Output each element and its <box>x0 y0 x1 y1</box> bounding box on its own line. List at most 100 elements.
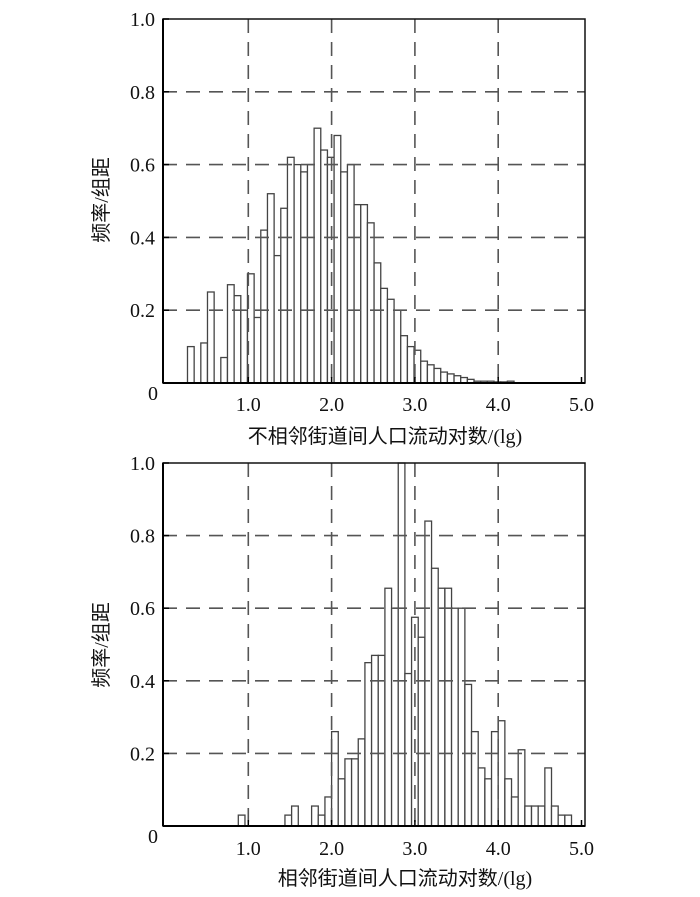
histogram-bar <box>206 291 215 384</box>
histogram-bar <box>300 171 309 384</box>
histogram-bar <box>426 364 435 384</box>
histogram-bar <box>226 284 235 384</box>
histogram-bar <box>437 587 446 827</box>
histogram-bar <box>386 298 395 384</box>
histogram-bar <box>464 683 473 827</box>
histogram-bar <box>393 309 402 384</box>
histogram-bar <box>384 587 393 827</box>
histogram-bar <box>433 367 442 384</box>
histogram-bar <box>400 335 409 384</box>
histogram-bar <box>293 163 302 384</box>
histogram-bar <box>290 805 299 827</box>
histogram-bar <box>544 767 553 827</box>
histogram-bar <box>420 360 429 384</box>
histogram-bar <box>320 149 329 384</box>
histogram-bar <box>390 607 399 827</box>
x-tick-label: 2.0 <box>319 394 344 416</box>
y-tick-label: 0.8 <box>130 526 155 548</box>
histogram-bar <box>233 294 242 384</box>
x-tick-label: 2.0 <box>319 838 344 860</box>
histogram-bar <box>446 373 455 384</box>
x-tick-label: 1.0 <box>236 394 261 416</box>
histogram-bar <box>380 287 389 384</box>
y-tick-label: 0.8 <box>130 82 155 104</box>
histogram-adjacent: 频率/组距 相邻街道间人口流动对数/(lg) 0.2 0.4 0.6 0.8 1.0 0 1… <box>90 453 594 890</box>
x-tick-label: 4.0 <box>486 394 511 416</box>
x-tick-label: 1.0 <box>236 838 261 860</box>
histogram-bar <box>504 778 513 827</box>
x-tick-label: 0 <box>148 826 158 848</box>
histogram-bar <box>517 749 526 827</box>
histogram-bar <box>346 163 355 384</box>
histogram-bar <box>357 738 366 827</box>
histogram-bar <box>340 171 349 384</box>
histogram-bar <box>326 156 335 384</box>
histogram-bar <box>450 607 459 827</box>
x-tick-label: 3.0 <box>402 394 427 416</box>
histogram-bar <box>477 767 486 827</box>
histogram-bar <box>333 134 342 384</box>
histogram-bar <box>186 345 195 384</box>
histogram-bar <box>284 814 293 827</box>
histogram-bar <box>366 222 375 384</box>
histogram-bar <box>440 371 449 384</box>
x-axis-label: 相邻街道间人口流动对数/(lg) <box>278 867 532 890</box>
x-tick-label: 0 <box>148 383 158 405</box>
y-tick-label: 0.2 <box>130 743 155 765</box>
y-tick-label: 0.6 <box>130 155 155 177</box>
y-tick-label: 0.4 <box>130 227 155 249</box>
histogram-bar <box>510 796 519 827</box>
y-tick-label: 1.0 <box>130 453 155 475</box>
y-axis-label: 频率/组距 <box>90 602 113 688</box>
x-axis-label: 不相邻街道间人口流动对数/(lg) <box>248 425 522 448</box>
histogram-bar <box>286 156 295 384</box>
histogram-bar <box>397 462 406 827</box>
histogram-bar <box>557 814 566 827</box>
x-tick-label: 5.0 <box>569 394 594 416</box>
histogram-bar <box>317 814 326 827</box>
y-tick-label: 0.2 <box>130 300 155 322</box>
histogram-non-adjacent: 频率/组距 不相邻街道间人口流动对数/(lg) 0.2 0.4 0.6 0.8 1.0 0… <box>90 9 594 448</box>
histogram-bar <box>484 778 493 827</box>
histogram-bar <box>550 805 559 827</box>
histogram-bar <box>253 316 262 384</box>
histogram-bar <box>524 805 533 827</box>
histogram-bar <box>337 778 346 827</box>
histogram-bar <box>330 730 339 827</box>
histogram-bar <box>350 758 359 827</box>
histogram-bar <box>404 672 413 827</box>
histogram-bar <box>313 127 322 384</box>
histogram-bar <box>324 796 333 827</box>
histogram-bar <box>310 805 319 827</box>
histogram-bar <box>360 203 369 384</box>
histogram-bar <box>424 520 433 827</box>
x-tick-label: 5.0 <box>569 838 594 860</box>
histogram-bar <box>344 758 353 827</box>
histogram-bar <box>220 356 229 384</box>
histogram-bar <box>444 587 453 827</box>
histogram-bar <box>364 662 373 827</box>
histogram-bar <box>306 163 315 384</box>
histogram-bar <box>470 730 479 827</box>
histogram-bar <box>353 203 362 384</box>
histogram-bar <box>457 607 466 827</box>
histogram-bar <box>537 805 546 827</box>
y-tick-label: 1.0 <box>130 9 155 31</box>
x-tick-label: 3.0 <box>402 838 427 860</box>
histogram-bar <box>273 254 282 384</box>
x-tick-label: 4.0 <box>486 838 511 860</box>
histogram-bar <box>530 805 539 827</box>
histogram-bar <box>490 730 499 827</box>
histogram-bar <box>237 814 246 827</box>
histogram-bar <box>430 567 439 827</box>
histogram-bar <box>240 309 249 384</box>
histogram-bar <box>564 814 573 827</box>
histogram-bar <box>260 229 269 384</box>
y-tick-label: 0.6 <box>130 598 155 620</box>
histogram-bar <box>453 375 462 384</box>
histogram-bar <box>497 720 506 827</box>
histogram-bar <box>373 262 382 384</box>
histogram-bar <box>280 207 289 384</box>
histogram-bar <box>417 636 426 827</box>
